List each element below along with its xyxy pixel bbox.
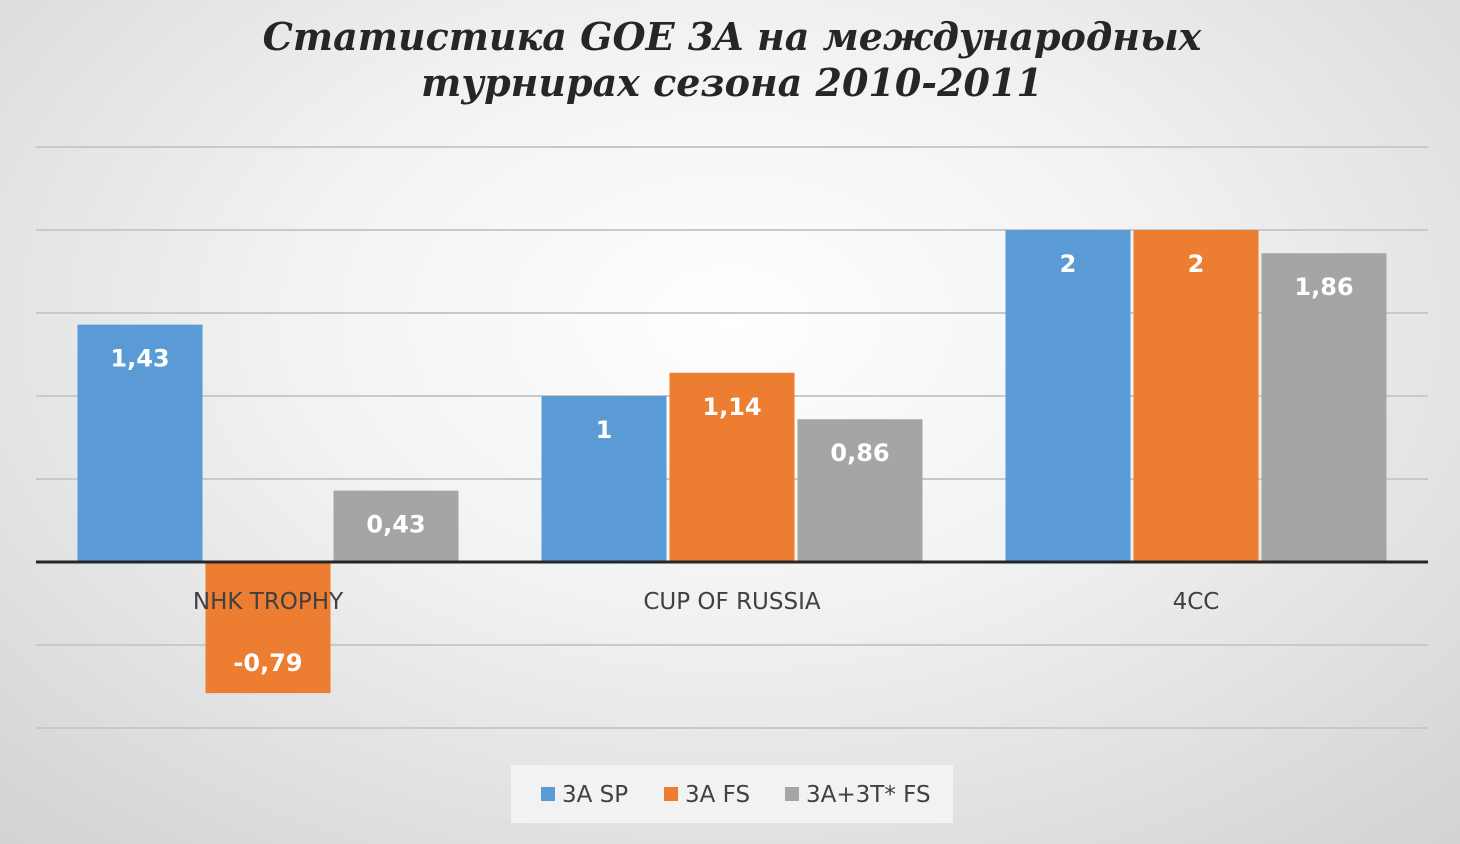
legend-label-3a-fs: 3A FS <box>685 782 750 808</box>
data-label: 1,43 <box>110 345 169 373</box>
category-label: 4CC <box>1173 589 1220 615</box>
data-label: -0,79 <box>233 649 302 677</box>
bar <box>1261 253 1387 563</box>
bar <box>1005 230 1131 562</box>
bars <box>77 230 1387 694</box>
legend-swatch-3a-3t-fs <box>785 787 799 801</box>
bar <box>205 562 331 694</box>
chart-title-line-1: Статистика GOE 3A на международных <box>263 14 1203 59</box>
legend-label-3a-sp: 3A SP <box>562 782 628 808</box>
bar <box>333 490 459 562</box>
data-labels: 1,43 -0,79 0,43 1 1,14 0,86 2 2 1,86 <box>110 250 1353 677</box>
legend-swatch-3a-sp <box>541 787 555 801</box>
chart-title-line-2: турнирах сезона 2010-2011 <box>421 60 1043 105</box>
legend-swatch-3a-fs <box>664 787 678 801</box>
category-label: CUP OF RUSSIA <box>643 589 821 615</box>
legend-label-3a-3t-fs: 3A+3T* FS <box>806 782 931 808</box>
bar <box>797 419 923 562</box>
category-label: NHK TROPHY <box>193 589 344 615</box>
data-label: 1 <box>596 416 613 444</box>
data-label: 1,14 <box>702 393 761 421</box>
category-axis-labels: NHK TROPHY CUP OF RUSSIA 4CC <box>193 589 1220 615</box>
legend-box <box>511 765 953 823</box>
bar <box>541 396 667 562</box>
data-label: 2 <box>1060 250 1077 278</box>
data-label: 1,86 <box>1294 273 1353 301</box>
legend: 3A SP 3A FS 3A+3T* FS <box>511 765 953 823</box>
chart-title: Статистика GOE 3A на международных турни… <box>263 14 1203 105</box>
data-label: 0,43 <box>366 511 425 539</box>
bar <box>77 324 203 562</box>
data-label: 2 <box>1188 250 1205 278</box>
data-label: 0,86 <box>830 439 889 467</box>
bar <box>1133 230 1259 562</box>
bar <box>669 372 795 562</box>
